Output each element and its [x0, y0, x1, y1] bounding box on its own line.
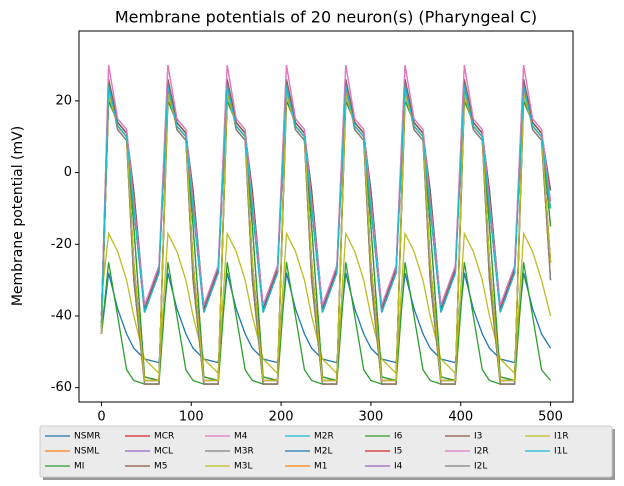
legend-label: M2R [314, 432, 334, 442]
legend-label: I2L [474, 462, 487, 472]
series-line [100, 82, 552, 385]
chart-title: Membrane potentials of 20 neuron(s) (Pha… [115, 8, 537, 27]
y-tick-label: 0 [64, 165, 72, 180]
series-line [100, 79, 552, 316]
legend-label: M4 [234, 432, 248, 442]
legend-label: M1 [314, 462, 328, 472]
legend-label: M3R [234, 447, 254, 457]
x-tick-label: 200 [269, 410, 294, 425]
legend-label: MCL [154, 447, 173, 457]
series-line [100, 82, 552, 385]
legend-label: MCR [154, 432, 174, 442]
legend-label: I3 [474, 432, 482, 442]
legend-label: NSMR [74, 432, 100, 442]
x-tick-label: 300 [358, 410, 383, 425]
y-axis-label: Membrane potential (mV) [10, 126, 26, 306]
plot-frame [78, 30, 574, 403]
y-tick-label: 20 [55, 93, 72, 108]
x-tick-label: 100 [179, 410, 204, 425]
y-tick-label: -60 [51, 380, 72, 395]
legend-label: M3L [234, 462, 253, 472]
legend-label: I2R [474, 447, 489, 457]
series-line [100, 82, 552, 385]
legend-label: I4 [394, 462, 403, 472]
legend-label: I1L [554, 447, 567, 457]
x-tick-label: 500 [538, 410, 563, 425]
series-line [100, 86, 552, 324]
series-line [100, 79, 552, 316]
legend-label: I5 [394, 447, 402, 457]
x-tick-label: 0 [97, 410, 105, 425]
legend-label: M5 [154, 462, 168, 472]
legend-label: I1R [554, 432, 569, 442]
series-line [100, 64, 552, 316]
legend-label: M2L [314, 447, 333, 457]
series-line [100, 231, 552, 375]
legend-label: NSML [74, 447, 99, 457]
legend-box [39, 425, 613, 478]
legend-label: MI [74, 462, 84, 472]
legend: NSMR NSML MI MCR MCL M5 M4 M3R M3L M2R M2L M1 I6 I5 I4… [39, 425, 615, 480]
y-tick-label: -40 [51, 308, 72, 323]
series-line [100, 262, 552, 385]
series-line [100, 79, 552, 316]
y-tick-label: -20 [51, 237, 72, 252]
legend-label: I6 [394, 432, 403, 442]
x-tick-label: 400 [448, 410, 473, 425]
